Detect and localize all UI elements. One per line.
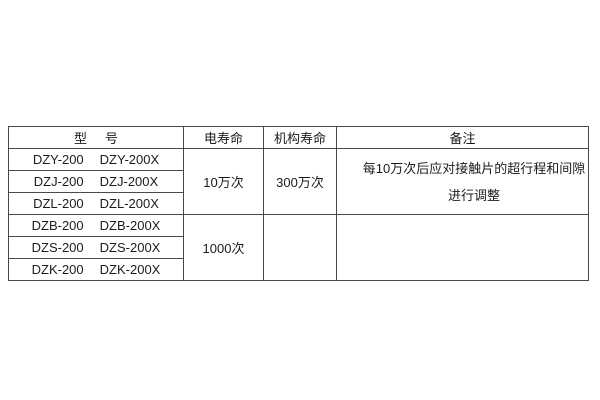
- model-name-x: DZB-200X: [99, 218, 161, 233]
- model-cell: DZL-200 DZL-200X: [8, 192, 184, 215]
- model-name: DZK-200: [31, 262, 84, 277]
- table-row: DZJ-200 DZJ-200X: [8, 170, 589, 193]
- model-cell: DZS-200 DZS-200X: [8, 236, 184, 259]
- table-row: DZK-200 DZK-200X: [8, 258, 589, 281]
- spec-table: 型 号 电寿命 机构寿命 备注 DZY-200 DZY-200X 10万次 30…: [8, 126, 589, 281]
- header-row: 型 号 电寿命 机构寿命 备注: [8, 126, 589, 149]
- model-header-pair: 型 号: [10, 128, 183, 147]
- electrical-life-cell-group-1: 10万次: [183, 148, 264, 215]
- model-cell: DZY-200 DZY-200X: [8, 148, 184, 171]
- model-name: DZB-200: [31, 218, 84, 233]
- remark-line-2: 进行调整: [447, 187, 500, 203]
- model-name: DZY-200: [32, 152, 84, 167]
- model-name-x: DZY-200X: [99, 152, 160, 167]
- model-header-char-1: 型: [73, 131, 87, 146]
- model-cell: DZK-200 DZK-200X: [8, 258, 184, 281]
- remark-cell-group-1: 每10万次后应对接触片的超行程和间隙 进行调整: [336, 148, 589, 215]
- table-row: DZL-200 DZL-200X: [8, 192, 589, 215]
- mechanical-life-cell-group-1: 300万次: [263, 148, 337, 215]
- table-row: DZY-200 DZY-200X 10万次 300万次 每10万次后应对接触片的…: [8, 148, 589, 215]
- model-name: DZS-200: [31, 240, 84, 255]
- model-name-x: DZK-200X: [99, 262, 161, 277]
- col-header-mechanical-life: 机构寿命: [263, 126, 337, 149]
- remark-cell-group-2: [336, 214, 589, 281]
- mechanical-life-cell-group-2: [263, 214, 337, 281]
- model-name: DZL-200: [33, 196, 84, 211]
- model-name-x: DZJ-200X: [99, 174, 159, 189]
- model-name-x: DZS-200X: [99, 240, 161, 255]
- model-name-x: DZL-200X: [99, 196, 159, 211]
- model-name: DZJ-200: [33, 174, 84, 189]
- model-cell: DZJ-200 DZJ-200X: [8, 170, 184, 193]
- remark-line-1: 每10万次后应对接触片的超行程和间隙: [362, 160, 586, 176]
- electrical-life-cell-group-2: 1000次: [183, 214, 264, 281]
- model-header-char-2: 号: [105, 131, 119, 146]
- model-cell: DZB-200 DZB-200X: [8, 214, 184, 237]
- col-header-model: 型 号: [8, 126, 184, 149]
- table-row: DZB-200 DZB-200X 1000次: [8, 214, 589, 281]
- col-header-electrical-life: 电寿命: [183, 126, 264, 149]
- col-header-remark: 备注: [336, 126, 589, 149]
